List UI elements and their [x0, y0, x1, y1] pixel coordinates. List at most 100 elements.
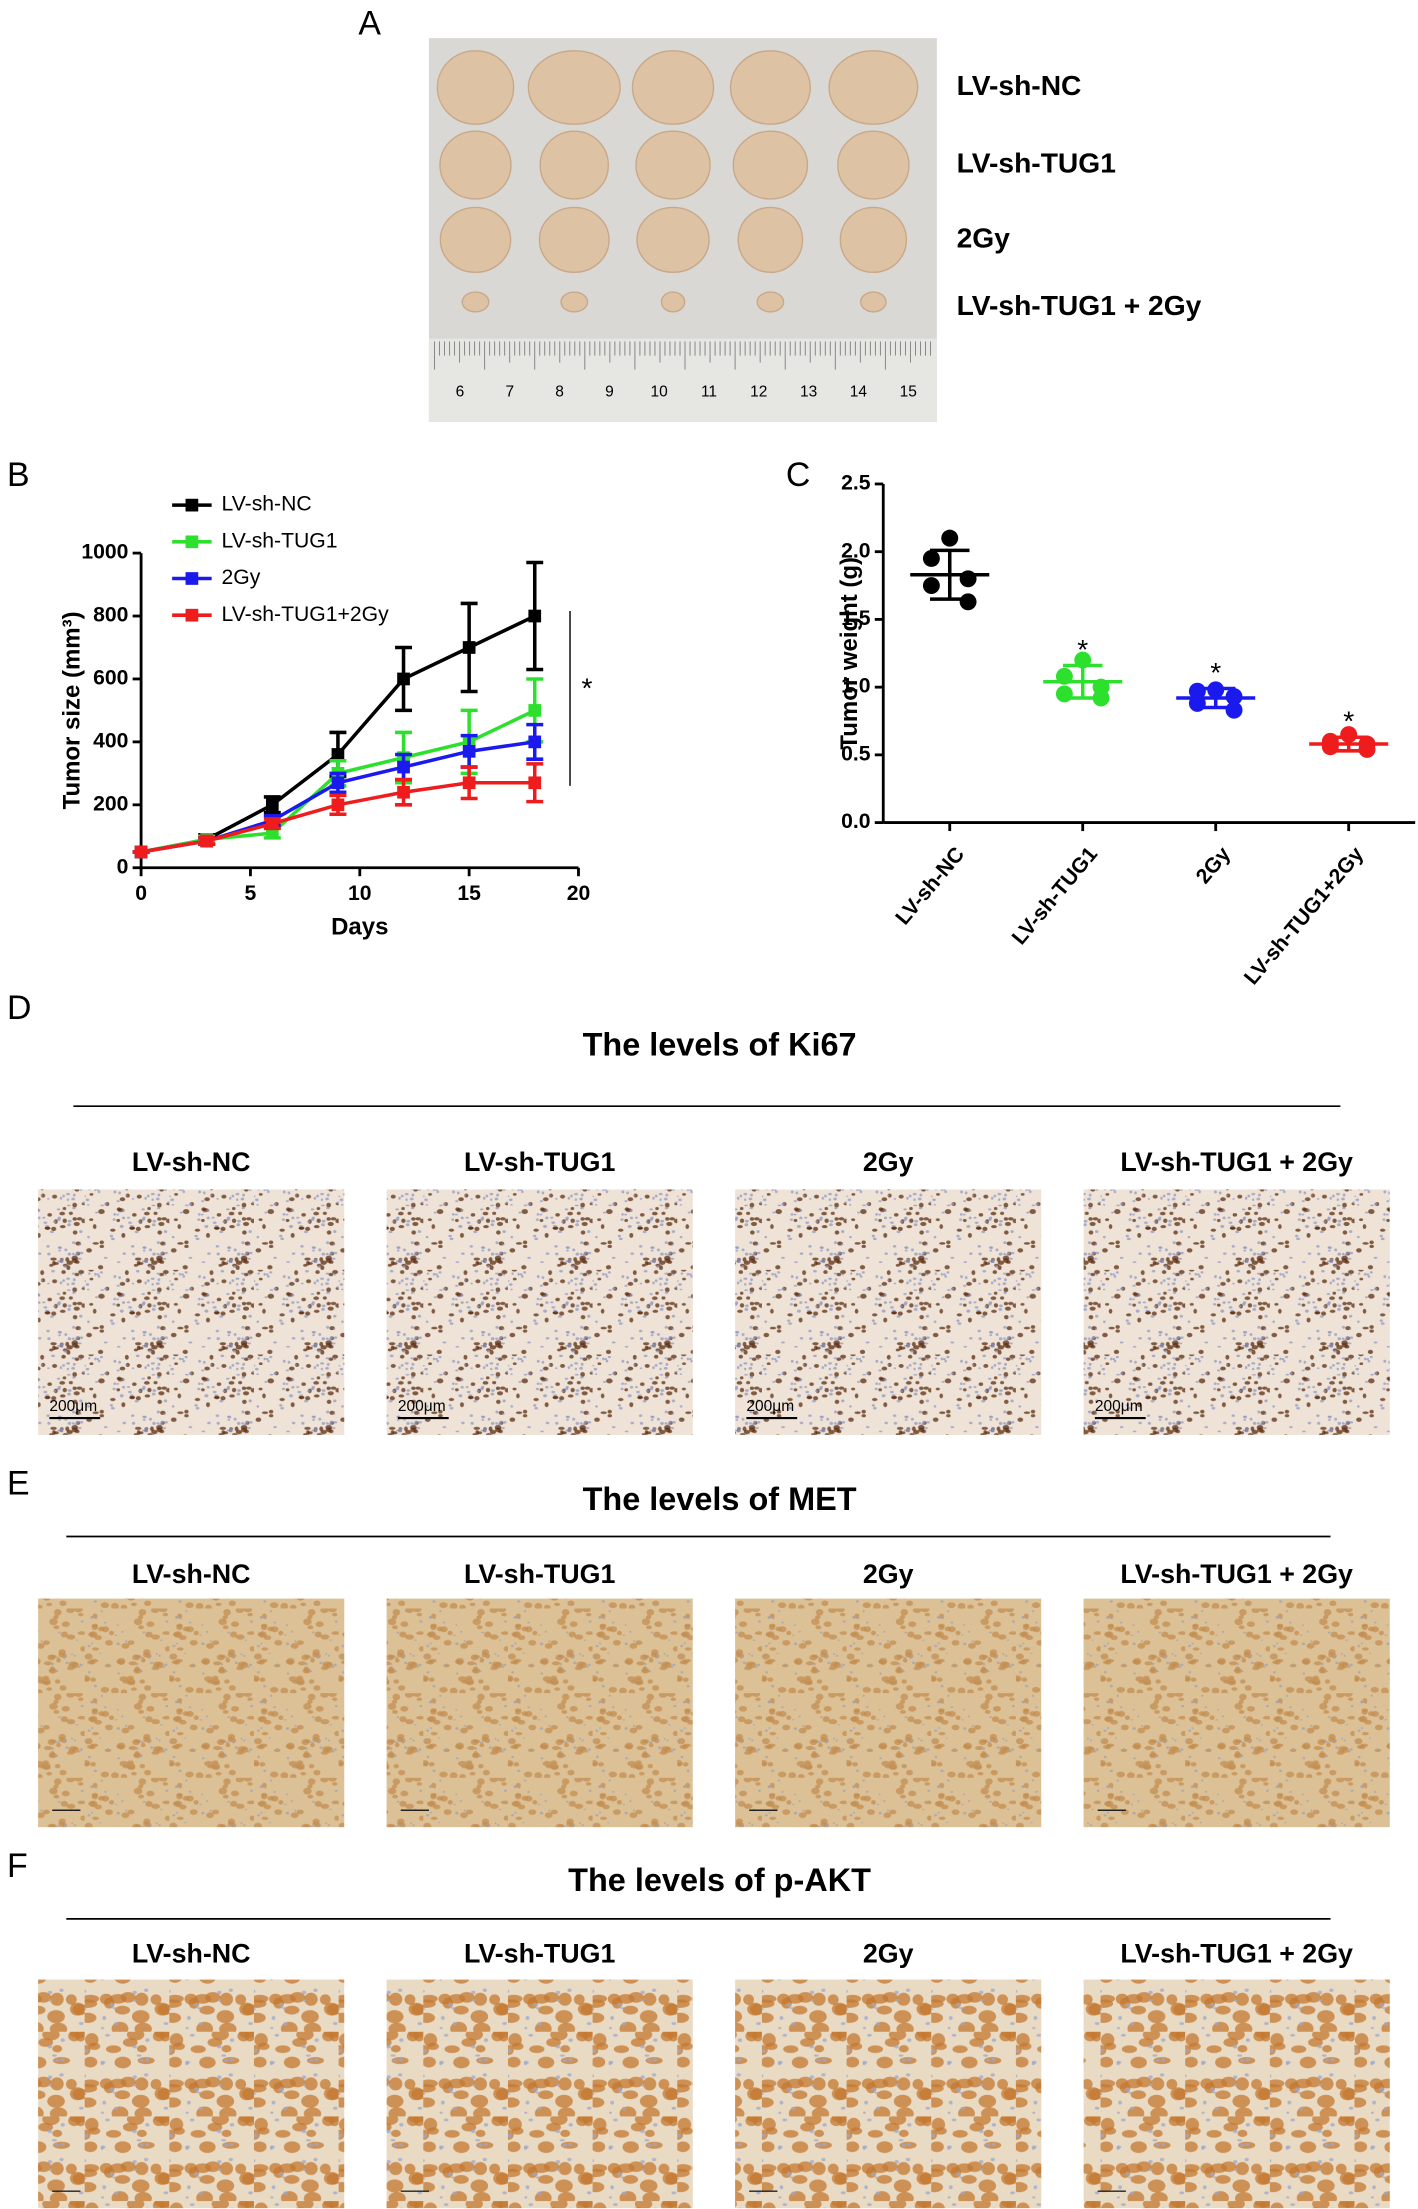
annotation: * [581, 671, 592, 703]
tumor [436, 50, 515, 125]
column-label: LV-sh-TUG1 + 2Gy [1120, 1939, 1353, 1969]
y-tick-label: 0 [117, 855, 129, 878]
point [331, 776, 345, 790]
tumor [839, 206, 908, 274]
tumor [837, 130, 910, 200]
y-tick-label: 2.0 [841, 539, 870, 562]
column-label: 2Gy [863, 1147, 914, 1177]
column-label: LV-sh-NC [132, 1147, 251, 1177]
tumor [635, 130, 711, 200]
point [265, 798, 279, 812]
tumor [461, 291, 490, 313]
legend-marker [185, 608, 199, 622]
tumor [539, 130, 610, 200]
point [528, 735, 542, 749]
point [265, 817, 279, 831]
group-label: LV-sh-TUG1 + 2Gy [957, 289, 1202, 321]
panel-label: E [7, 1465, 30, 1503]
ruler-label: 10 [651, 383, 669, 400]
tumor [527, 50, 621, 125]
y-tick-label: 200 [93, 792, 128, 815]
y-axis-label: Tumor size (mm³) [59, 611, 86, 809]
point [134, 845, 148, 859]
point [200, 834, 214, 848]
point [462, 641, 476, 654]
micrograph [735, 1979, 1042, 2209]
column-label: LV-sh-TUG1 [464, 1939, 615, 1969]
point [1321, 738, 1339, 756]
column-label: 2Gy [863, 1559, 914, 1589]
y-tick-label: 0.5 [841, 742, 871, 765]
x-tick-label: 5 [245, 882, 257, 905]
tumor [860, 291, 887, 313]
x-tick-label: LV-sh-TUG1 [1008, 843, 1103, 950]
significance-label: * [1210, 656, 1221, 688]
x-tick-label: 2Gy [1192, 843, 1235, 889]
panel-label: F [7, 1847, 28, 1885]
point [462, 744, 476, 758]
point [397, 672, 410, 686]
ruler-label: 8 [555, 383, 564, 400]
micrograph [38, 1979, 345, 2209]
y-axis-label: Tumor weight (g) [836, 557, 863, 750]
panel-title: The levels of p-AKT [568, 1862, 871, 1898]
micrograph [38, 1189, 345, 1435]
point [528, 704, 542, 717]
micrograph [735, 1189, 1042, 1435]
y-tick-label: 1000 [81, 541, 128, 564]
legend-label: LV-sh-TUG1 [222, 529, 338, 552]
scale-label: 200μm [398, 1398, 446, 1415]
ruler-label: 9 [605, 383, 614, 400]
micrograph [386, 1598, 693, 1828]
significance-label: * [1077, 633, 1088, 665]
scale-label: 200μm [49, 1398, 97, 1415]
group-label: LV-sh-NC [957, 69, 1082, 101]
panel-label: C [786, 456, 810, 494]
tumor [439, 206, 512, 274]
column-label: LV-sh-NC [132, 1939, 251, 1969]
point [941, 529, 959, 547]
tumor [660, 291, 686, 313]
micrograph [386, 1189, 693, 1435]
ruler-label: 15 [900, 383, 917, 400]
x-tick-label: 15 [457, 882, 481, 905]
point [331, 798, 345, 812]
panel-label: D [7, 989, 31, 1027]
column-label: LV-sh-TUG1 + 2Gy [1120, 1559, 1353, 1589]
x-tick-label: 20 [567, 882, 591, 905]
panel-title: The levels of Ki67 [583, 1027, 857, 1063]
column-label: 2Gy [863, 1939, 914, 1969]
tumor [636, 206, 710, 274]
tumor [439, 130, 512, 200]
y-tick-label: 800 [93, 604, 128, 627]
micrograph [1083, 1979, 1390, 2209]
micrograph [1083, 1189, 1390, 1435]
point [922, 577, 940, 595]
panel-label: B [7, 456, 30, 494]
scale-label: 200μm [1095, 1398, 1143, 1415]
x-tick-label: 0 [135, 882, 147, 905]
tumor [828, 50, 919, 125]
point [331, 748, 345, 761]
micrograph [38, 1598, 345, 1828]
legend-marker [185, 535, 199, 549]
ruler-label: 6 [456, 383, 465, 400]
point [1055, 685, 1073, 703]
panel-label: A [358, 4, 381, 42]
micrograph [1083, 1598, 1390, 1828]
x-tick-label: LV-sh-NC [891, 843, 969, 930]
point [397, 760, 410, 774]
y-tick-label: 1.5 [841, 607, 871, 630]
legend-label: LV-sh-NC [222, 493, 312, 516]
y-tick-label: 1.0 [841, 675, 870, 698]
point [528, 776, 542, 790]
legend-label: 2Gy [222, 566, 261, 589]
y-tick-label: 600 [93, 667, 128, 690]
point [1225, 701, 1243, 719]
significance-label: * [1343, 705, 1354, 737]
y-tick-label: 400 [93, 729, 128, 752]
tumor [538, 206, 610, 274]
tumor [737, 206, 804, 274]
micrograph [386, 1979, 693, 2209]
